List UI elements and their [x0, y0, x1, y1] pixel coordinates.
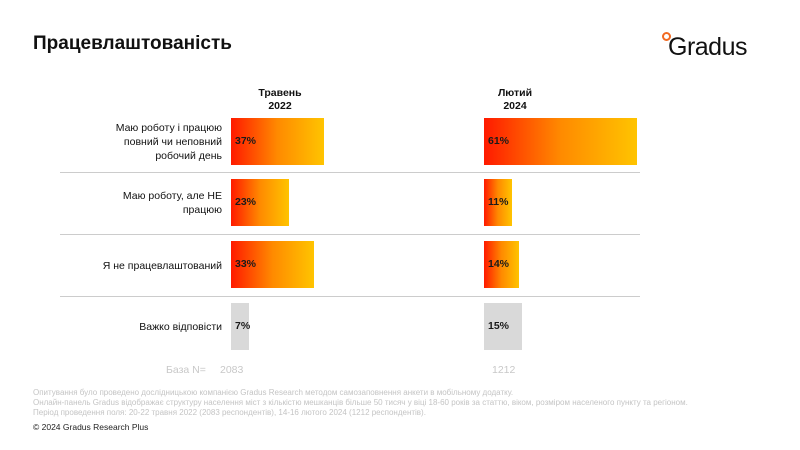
footnote-line: Опитування було проведено дослідницькою …: [33, 388, 514, 397]
row-label-line: Маю роботу і працюю: [115, 122, 222, 134]
bar-value-label: 14%: [488, 258, 510, 270]
bar-value-label: 7%: [235, 320, 251, 332]
bar-2024-0: [484, 118, 637, 165]
row-label-line: Маю роботу, але НЕ: [122, 190, 222, 202]
column-header-2024-year: 2024: [503, 100, 527, 112]
row-label-line: повний чи неповний: [123, 136, 222, 148]
logo-text: Gradus: [668, 33, 747, 61]
base-value-2022: 2083: [220, 364, 244, 376]
bar-value-label: 11%: [488, 196, 509, 208]
footnote-line: Онлайн-панель Gradus відображає структур…: [33, 398, 688, 407]
circle-dot-icon: [662, 32, 671, 41]
bar-2022-2: [231, 241, 314, 288]
column-header-2024: Лютий 2024: [455, 87, 575, 113]
page-title: Працевлаштованість: [33, 33, 232, 54]
bar-2024-2: [484, 241, 520, 288]
footnote: Опитування було проведено дослідницькою …: [33, 388, 688, 418]
row-label-employed-not-working: Маю роботу, але НЕ працюю: [72, 189, 222, 217]
column-header-2022-year: 2022: [268, 100, 292, 112]
bar-2022-3: [231, 303, 249, 350]
footnote-line: Період проведення поля: 20-22 травня 202…: [33, 408, 426, 417]
base-label: База N=: [166, 364, 206, 376]
bar-value-label: 61%: [488, 135, 510, 147]
row-label-line: робочий день: [155, 150, 222, 162]
row-label-line: працюю: [182, 204, 222, 216]
column-header-2024-month: Лютий: [497, 87, 533, 99]
row-divider: [60, 296, 640, 297]
base-value-2024: 1212: [492, 364, 516, 376]
row-label-unemployed: Я не працевлаштований: [72, 259, 222, 273]
bar-2022-0: [231, 118, 324, 165]
bar-2024-1: [484, 179, 512, 226]
row-label-line: Я не працевлаштований: [102, 260, 222, 272]
row-divider: [60, 172, 640, 173]
bar-value-label: 33%: [235, 258, 257, 270]
row-label-hard-to-say: Важко відповісти: [72, 320, 222, 334]
row-divider: [60, 234, 640, 235]
bar-value-label: 23%: [235, 196, 257, 208]
bar-2024-3: [484, 303, 522, 350]
copyright: © 2024 Gradus Research Plus: [33, 422, 149, 432]
column-header-2022: Травень 2022: [220, 87, 340, 113]
bar-value-label: 15%: [488, 320, 510, 332]
bar-value-label: 37%: [235, 135, 257, 147]
row-label-employed-working: Маю роботу і працюю повний чи неповний р…: [72, 121, 222, 163]
row-label-line: Важко відповісти: [139, 321, 222, 333]
column-header-2022-month: Травень: [258, 87, 302, 99]
bar-2022-1: [231, 179, 289, 226]
